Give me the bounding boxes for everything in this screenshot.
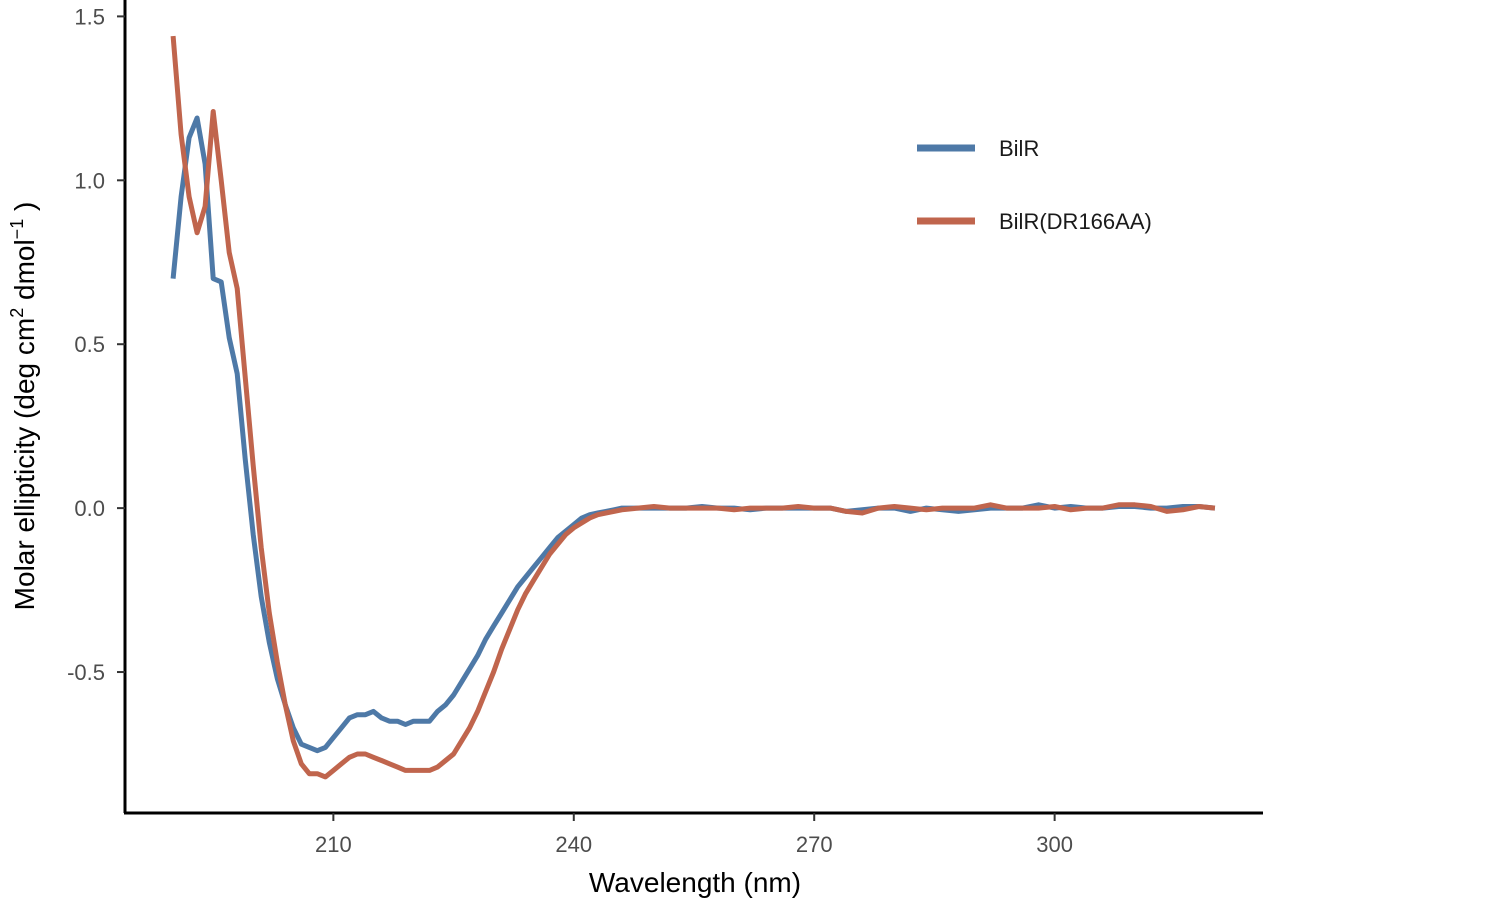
y-axis-title-mid: dmol (9, 239, 40, 307)
series-line-2 (170, 35, 1216, 780)
y-tick-label: 1.0 (74, 168, 105, 193)
y-axis-title-sup-1: 2 (7, 308, 27, 318)
y-axis-title-end: ) (9, 202, 40, 219)
y-tick-label: 0.5 (74, 332, 105, 357)
y-tick-label: 1.5 (74, 4, 105, 29)
x-tick-label: 270 (796, 832, 833, 857)
y-tick-label: 0.0 (74, 496, 105, 521)
y-tick-label: -0.5 (67, 660, 105, 685)
y-axis-title-sup-2: −1 (7, 219, 27, 240)
legend: BilR BilR(DR166AA) (917, 136, 1152, 234)
x-axis-title: Wavelength (nm) (589, 867, 801, 898)
y-axis-title-main: Molar ellipticity (deg cm (9, 318, 40, 611)
x-tick-label: 300 (1036, 832, 1073, 857)
y-axis-title: Molar ellipticity (deg cm2 dmol−1 ) (7, 202, 40, 611)
legend-label-2: BilR(DR166AA) (999, 209, 1152, 234)
plot-lines (170, 35, 1216, 780)
x-tick-label: 240 (555, 832, 592, 857)
x-tick-label: 210 (315, 832, 352, 857)
ticks: 210 240 270 300 -0.5 0.0 0.5 1.0 1.5 (67, 4, 1073, 857)
legend-label-1: BilR (999, 136, 1039, 161)
axes (123, 0, 1263, 815)
